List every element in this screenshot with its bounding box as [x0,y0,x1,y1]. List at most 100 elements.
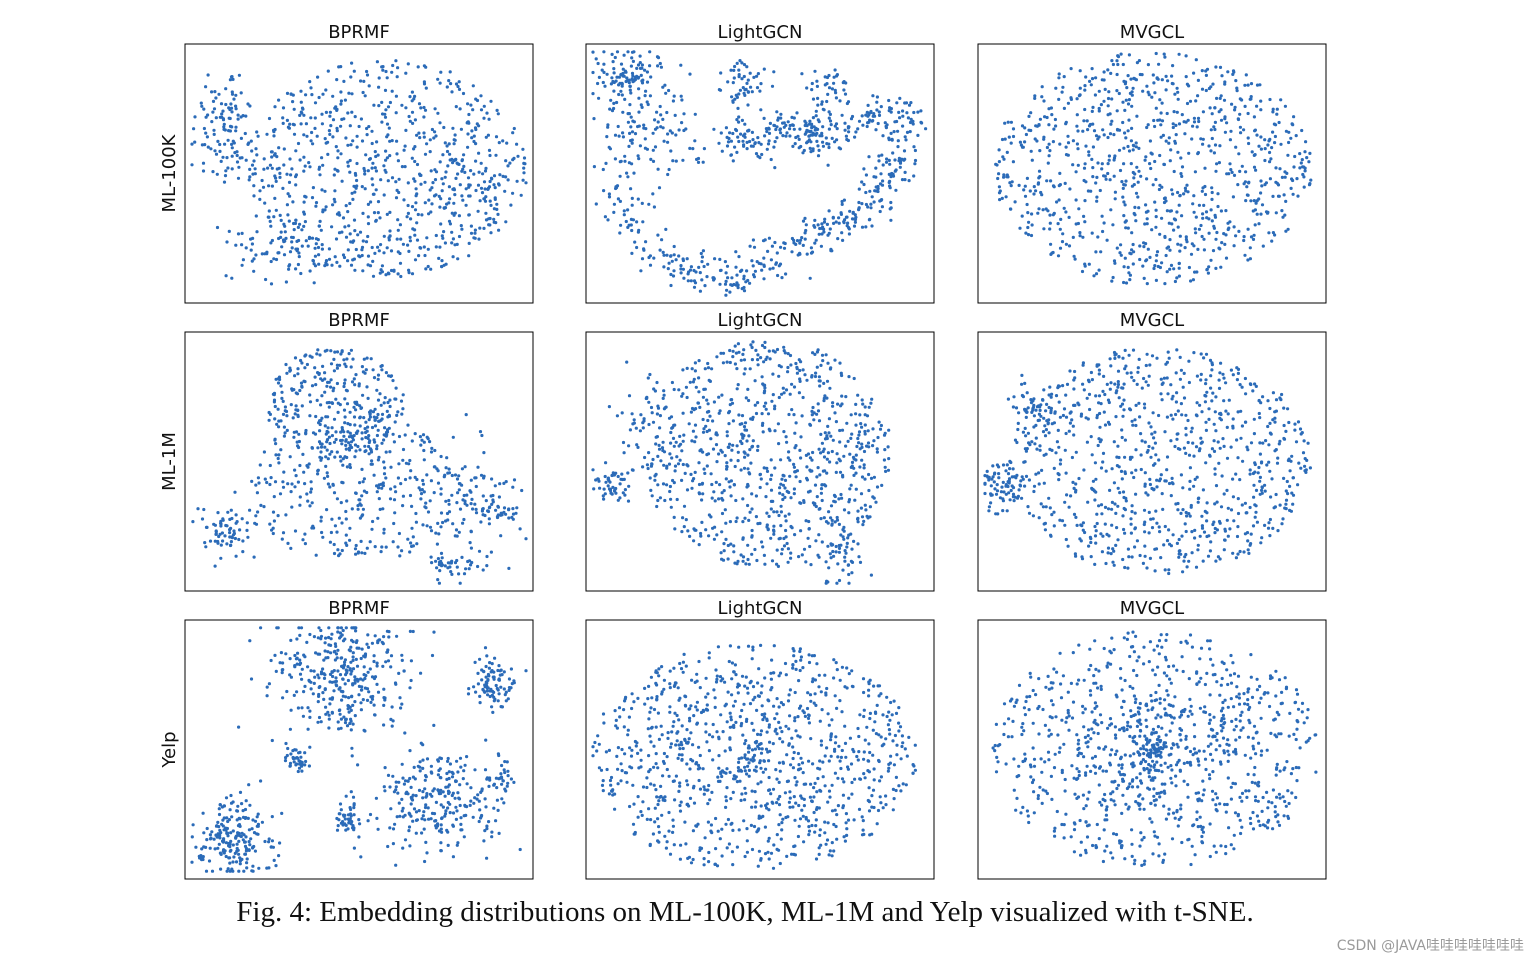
scatter-point [1038,175,1042,179]
scatter-point [1204,382,1208,386]
scatter-point [837,221,841,225]
scatter-point [643,68,647,72]
scatter-point [750,535,754,539]
scatter-point [708,379,713,383]
scatter-point [900,157,904,161]
scatter-point [1071,163,1075,167]
scatter-point [241,539,245,543]
scatter-point [202,126,206,131]
scatter-point [395,188,399,192]
scatter-point [1228,138,1232,142]
scatter-point [1219,209,1223,213]
scatter-point [1134,468,1138,472]
scatter-point [358,416,362,420]
scatter-point [1282,193,1286,197]
scatter-point [854,458,858,462]
scatter-point [285,414,289,418]
scatter-point [1173,139,1177,143]
scatter-point [504,159,508,163]
scatter-point [838,428,842,433]
scatter-point [618,496,622,500]
scatter-point [1154,208,1158,212]
scatter-point [1255,83,1260,87]
scatter-point [617,134,621,138]
scatter-point [1287,140,1291,145]
scatter-point [496,504,500,508]
scatter-point [1075,113,1079,117]
scatter-point [1304,140,1308,144]
scatter-point [680,530,684,534]
scatter-point [700,498,704,502]
scatter-point [221,517,225,521]
scatter-point [606,123,610,127]
scatter-point [411,121,415,125]
scatter-point [520,488,524,493]
scatter-point [221,155,225,159]
scatter-point [193,115,197,119]
scatter-point [282,147,286,151]
scatter-point [1121,195,1125,199]
scatter-point [256,476,260,480]
scatter-point [871,444,875,448]
scatter-point [1204,88,1208,93]
scatter-point [832,554,836,558]
scatter-point [613,488,617,492]
scatter-point [487,148,492,152]
scatter-point [675,497,679,502]
scatter-point [298,158,302,162]
scatter-point [729,283,733,287]
scatter-point [611,473,615,477]
scatter-point [453,473,458,477]
scatter-point [1251,237,1256,241]
scatter-point [354,247,358,252]
scatter-point [666,267,670,271]
scatter-point [338,455,342,459]
scatter-point [328,114,332,118]
scatter-point [345,402,350,406]
scatter-point [1117,91,1121,96]
scatter-point [299,100,303,104]
scatter-point [506,178,510,182]
scatter-point [821,125,825,129]
scatter-point [1130,419,1134,423]
scatter-point [630,77,634,81]
scatter-point [765,523,769,527]
scatter-point [288,455,292,459]
scatter-point [477,237,481,241]
scatter-point [679,271,683,275]
scatter-point [239,91,243,95]
scatter-point [1048,227,1052,231]
scatter-point [370,425,375,430]
scatter-point [1203,166,1207,170]
scatter-point [665,253,669,257]
scatter-point [1077,207,1081,211]
scatter-point [271,531,275,536]
scatter-point [1268,137,1272,141]
scatter-point [340,480,344,484]
scatter-point [1061,232,1065,236]
scatter-point [811,149,815,153]
scatter-point [299,381,304,385]
scatter-point [378,271,382,275]
scatter-point [474,484,478,489]
scatter-point [410,526,414,530]
scatter-point [671,436,676,440]
scatter-point [410,504,414,508]
scatter-point [871,94,875,98]
scatter-point [707,428,712,432]
scatter-point [297,255,301,259]
scatter-point [839,533,843,537]
scatter-point [515,179,519,183]
scatter-point [739,358,743,362]
scatter-point [608,489,613,493]
scatter-point [733,362,738,366]
scatter-point [661,440,665,444]
scatter-point [233,490,237,494]
scatter-point [344,443,348,447]
scatter-point [368,157,372,161]
scatter-point [376,200,381,204]
scatter-point [686,272,690,276]
scatter-point [292,388,296,392]
scatter-point [750,507,754,511]
scatter-point [451,161,455,165]
